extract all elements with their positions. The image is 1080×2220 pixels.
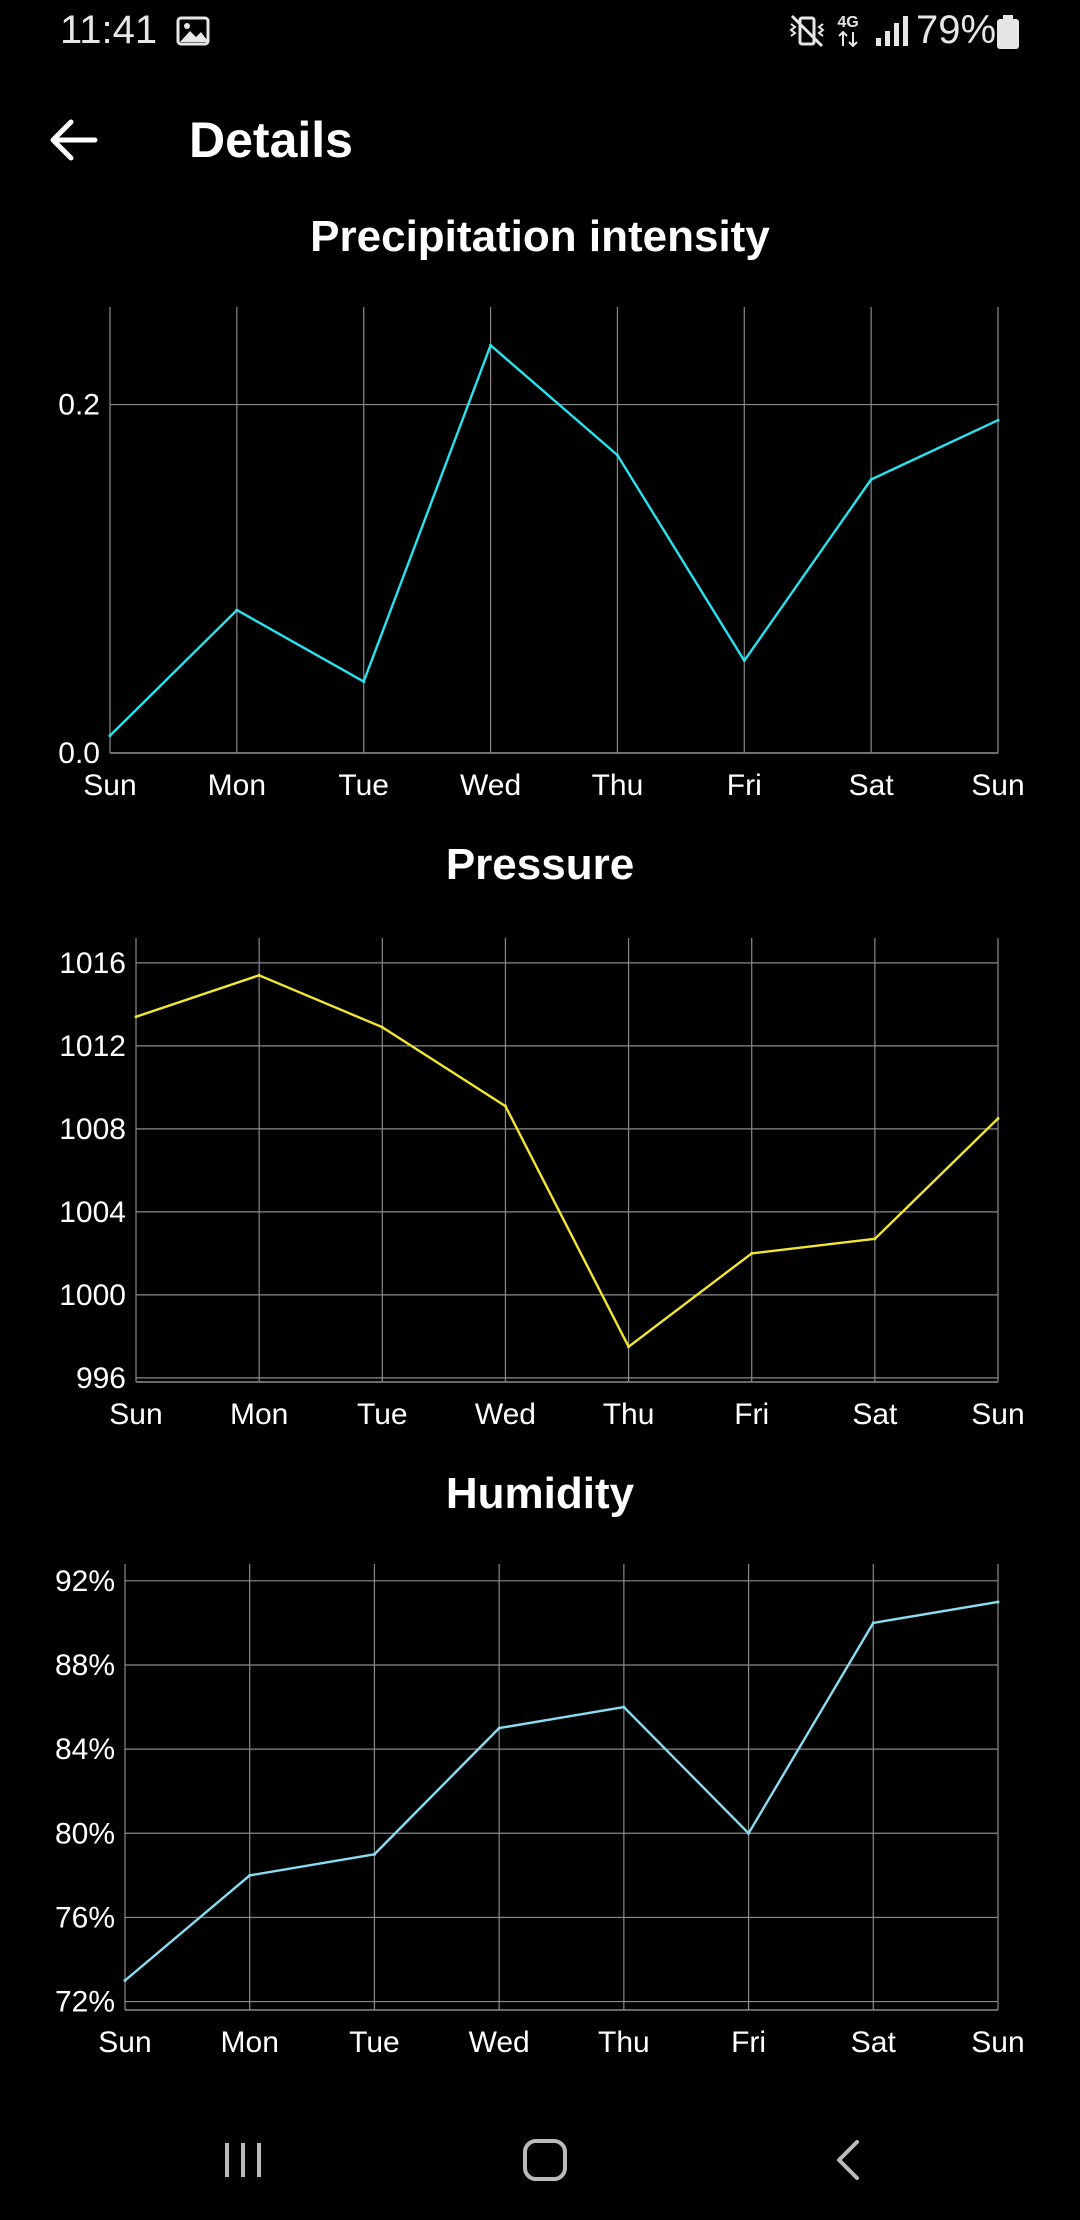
4g-data-icon: 4G bbox=[837, 14, 859, 48]
pressure-y-tick-label: 1004 bbox=[59, 1196, 126, 1229]
humidity-chart: 72% 76% 80% 84% 88% 92% Sun Mon Tue Wed Thu Fri Sat S… bbox=[55, 1564, 1025, 2059]
humidity-chart-title: Humidity bbox=[445, 1469, 635, 1518]
humidity-x-tick-label: Thu bbox=[598, 2026, 650, 2059]
pressure-x-tick-label: Thu bbox=[603, 1398, 655, 1431]
pressure-y-tick-label: 1016 bbox=[59, 947, 126, 980]
pressure-y-tick-label: 996 bbox=[76, 1362, 126, 1395]
system-back-button[interactable] bbox=[798, 2112, 898, 2208]
pressure-chart-title: Pressure bbox=[445, 840, 635, 889]
pressure-data-point bbox=[257, 973, 261, 977]
vibrate-mute-icon bbox=[789, 14, 825, 48]
precipitation-chart-title: Precipitation intensity bbox=[310, 212, 770, 261]
humidity-y-tick-label: 80% bbox=[55, 1817, 115, 1850]
humidity-x-tick-label: Mon bbox=[221, 2026, 279, 2059]
svg-text:4G: 4G bbox=[837, 14, 858, 31]
back-button[interactable] bbox=[36, 108, 112, 172]
pressure-x-tick-label: Sat bbox=[852, 1398, 898, 1431]
precip-data-point bbox=[869, 477, 873, 481]
precip-data-point bbox=[362, 680, 366, 684]
precip-x-tick-label: Sat bbox=[849, 769, 895, 802]
pressure-y-tick-label: 1012 bbox=[59, 1030, 126, 1063]
precip-series-line bbox=[109, 344, 999, 737]
humidity-x-tick-label: Fri bbox=[731, 2026, 766, 2059]
humidity-x-tick-label: Sun bbox=[98, 2026, 151, 2059]
page-title: Details bbox=[189, 112, 353, 168]
humidity-y-tick-label: 84% bbox=[55, 1733, 115, 1766]
home-icon bbox=[523, 2139, 567, 2181]
humidity-y-tick-label: 88% bbox=[55, 1649, 115, 1682]
precip-x-tick-label: Fri bbox=[727, 769, 762, 802]
humidity-y-tick-label: 92% bbox=[55, 1565, 115, 1598]
home-button[interactable] bbox=[495, 2112, 595, 2208]
recent-apps-icon bbox=[225, 2143, 261, 2177]
humidity-x-tick-label: Sun bbox=[971, 2026, 1024, 2059]
battery-percentage: 79% bbox=[916, 8, 997, 52]
humidity-x-tick-label: Wed bbox=[469, 2026, 530, 2059]
humidity-data-point bbox=[622, 1705, 626, 1709]
humidity-data-point bbox=[248, 1873, 252, 1877]
arrow-left-icon bbox=[50, 119, 98, 161]
pressure-data-point bbox=[380, 1025, 384, 1029]
humidity-x-tick-label: Tue bbox=[349, 2026, 400, 2059]
precip-x-tick-label: Thu bbox=[592, 769, 644, 802]
signal-icon bbox=[876, 16, 908, 46]
precip-data-point bbox=[742, 659, 746, 663]
humidity-y-tick-label: 76% bbox=[55, 1901, 115, 1934]
humidity-series-line bbox=[124, 1600, 999, 1982]
humidity-data-point bbox=[996, 1600, 1000, 1604]
pressure-data-point bbox=[873, 1237, 877, 1241]
humidity-data-point bbox=[372, 1852, 376, 1856]
precip-data-point bbox=[489, 343, 493, 347]
recent-apps-button[interactable] bbox=[193, 2112, 293, 2208]
humidity-data-point bbox=[123, 1979, 127, 1983]
app-bar: Details bbox=[0, 90, 1080, 190]
humidity-data-point bbox=[747, 1831, 751, 1835]
pressure-x-tick-label: Tue bbox=[357, 1398, 408, 1431]
battery-icon bbox=[997, 15, 1019, 49]
precip-x-tick-label: Mon bbox=[208, 769, 266, 802]
precip-data-point bbox=[108, 734, 112, 738]
pressure-data-point bbox=[503, 1104, 507, 1108]
humidity-data-point bbox=[497, 1726, 501, 1730]
pressure-x-tick-label: Fri bbox=[734, 1398, 769, 1431]
pressure-x-tick-label: Wed bbox=[475, 1398, 536, 1431]
pressure-y-tick-label: 1008 bbox=[59, 1113, 126, 1146]
pressure-x-tick-label: Sun bbox=[971, 1398, 1024, 1431]
pressure-x-tick-label: Sun bbox=[109, 1398, 162, 1431]
chevron-left-icon bbox=[837, 2140, 859, 2180]
pressure-y-tick-label: 1000 bbox=[59, 1279, 126, 1312]
pressure-series-line bbox=[135, 974, 999, 1348]
precip-x-tick-label: Tue bbox=[338, 769, 389, 802]
precip-data-point bbox=[615, 453, 619, 457]
precipitation-chart: 0.0 0.2 Sun Mon Tue Wed Thu Fri Sat Sun bbox=[58, 307, 1025, 802]
pressure-x-tick-label: Mon bbox=[230, 1398, 288, 1431]
status-time: 11:41 bbox=[60, 8, 158, 52]
humidity-x-tick-label: Sat bbox=[851, 2026, 897, 2059]
status-bar: 11:41 4G 79% bbox=[0, 0, 1080, 66]
precip-x-tick-label: Sun bbox=[971, 769, 1024, 802]
pressure-data-point bbox=[996, 1117, 1000, 1121]
pressure-chart: 996 1000 1004 1008 1012 1016 Sun Mon Tue Wed Thu Fr… bbox=[59, 938, 1025, 1431]
precip-data-point bbox=[996, 418, 1000, 422]
precip-x-tick-label: Wed bbox=[460, 769, 521, 802]
pressure-data-point bbox=[134, 1015, 138, 1019]
pressure-data-point bbox=[750, 1251, 754, 1255]
precip-x-tick-label: Sun bbox=[83, 769, 136, 802]
precip-y-tick-label: 0.0 bbox=[58, 737, 100, 770]
precip-data-point bbox=[235, 608, 239, 612]
pressure-data-point bbox=[627, 1345, 631, 1349]
navigation-bar bbox=[0, 2100, 1080, 2220]
gallery-icon bbox=[176, 16, 210, 46]
humidity-y-tick-label: 72% bbox=[55, 1986, 115, 2019]
humidity-data-point bbox=[871, 1621, 875, 1625]
precip-y-tick-label: 0.2 bbox=[58, 389, 100, 422]
